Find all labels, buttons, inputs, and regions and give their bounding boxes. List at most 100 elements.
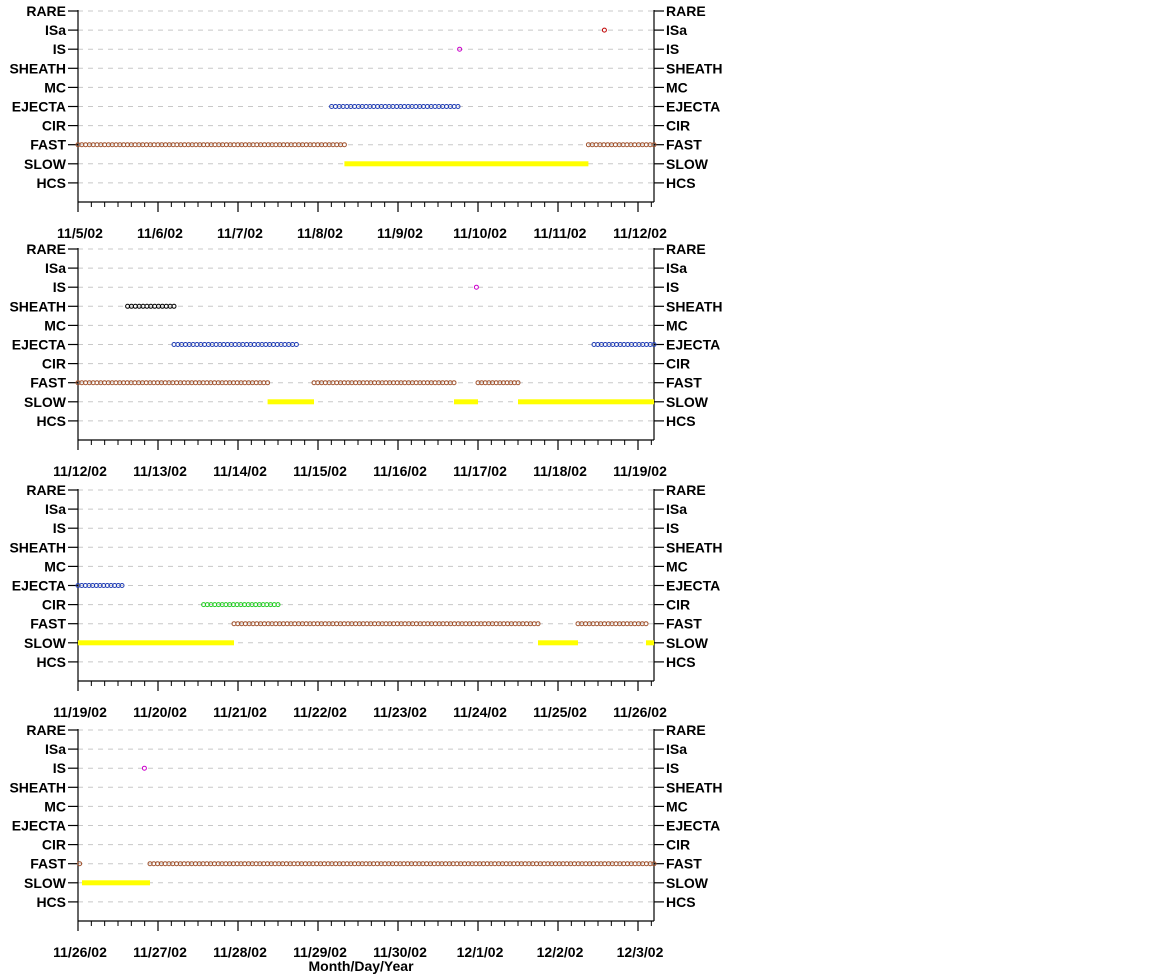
- y-tick-label-right: SHEATH: [666, 298, 723, 314]
- panel-4: RARE RARE ISa ISa IS IS SHEATH SHEATH MC MC EJECTA…: [9, 722, 722, 960]
- series-slow-bar: [518, 399, 654, 405]
- y-tick-label-right: CIR: [666, 597, 690, 613]
- series-fast-point: [651, 861, 657, 867]
- y-tick-label-right: HCS: [666, 894, 696, 910]
- y-tick-label-right: HCS: [666, 413, 696, 429]
- y-tick-label-right: FAST: [666, 616, 702, 632]
- series-cir-point: [275, 602, 281, 608]
- y-tick-label-right: SLOW: [666, 394, 709, 410]
- x-tick-label: 12/2/02: [537, 944, 584, 960]
- y-tick-label-right: SLOW: [666, 875, 709, 891]
- x-tick-label: 11/22/02: [293, 704, 347, 720]
- y-tick-label-left: SHEATH: [9, 779, 66, 795]
- series-ejecta-point: [651, 342, 657, 347]
- y-tick-label-left: EJECTA: [12, 337, 66, 353]
- x-tick-label: 11/16/02: [373, 463, 427, 479]
- y-tick-label-left: SLOW: [24, 394, 67, 410]
- y-tick-label-left: HCS: [36, 654, 66, 670]
- y-tick-label-right: FAST: [666, 137, 702, 153]
- x-tick-label: 11/7/02: [217, 225, 263, 241]
- y-tick-label-left: RARE: [26, 722, 66, 738]
- y-tick-label-left: EJECTA: [12, 99, 66, 115]
- x-tick-label: 11/24/02: [453, 704, 507, 720]
- x-tick-label: 11/20/02: [133, 704, 187, 720]
- y-tick-label-right: HCS: [666, 654, 696, 670]
- y-tick-label-left: HCS: [36, 175, 66, 191]
- series-fast-point: [451, 380, 457, 386]
- y-tick-label-right: MC: [666, 317, 688, 333]
- y-tick-label-right: EJECTA: [666, 818, 720, 834]
- series-fast-point: [341, 142, 347, 148]
- y-tick-label-right: RARE: [666, 3, 706, 19]
- y-tick-label-left: MC: [44, 558, 66, 574]
- y-tick-label-left: IS: [53, 520, 66, 536]
- x-tick-label: 11/27/02: [133, 944, 187, 960]
- panel-2: RARE RARE ISa ISa IS IS SHEATH SHEATH MC MC EJECTA…: [9, 241, 722, 479]
- x-tick-label: 11/10/02: [453, 225, 507, 241]
- y-tick-label-left: RARE: [26, 241, 66, 257]
- x-tick-label: 11/29/02: [293, 944, 347, 960]
- series-is-point: [141, 765, 147, 771]
- x-tick-label: 11/21/02: [213, 704, 267, 720]
- series-fast-point: [651, 142, 657, 148]
- y-tick-label-left: ISa: [45, 741, 66, 757]
- y-tick-label-left: IS: [53, 760, 66, 776]
- y-tick-label-right: IS: [666, 520, 679, 536]
- series-fast-point: [77, 861, 83, 867]
- series-sheath-point: [171, 303, 177, 309]
- y-tick-label-right: ISa: [666, 22, 687, 38]
- y-tick-label-left: MC: [44, 79, 66, 95]
- x-tick-label: 11/9/02: [377, 225, 423, 241]
- y-tick-label-right: SHEATH: [666, 60, 723, 76]
- x-tick-label: 11/26/02: [613, 704, 667, 720]
- x-tick-label: 11/19/02: [613, 463, 667, 479]
- y-tick-label-left: EJECTA: [12, 578, 66, 594]
- y-tick-label-left: SHEATH: [9, 298, 66, 314]
- y-tick-label-right: SHEATH: [666, 539, 723, 555]
- y-tick-label-left: FAST: [30, 856, 66, 872]
- y-tick-label-left: MC: [44, 317, 66, 333]
- y-tick-label-right: RARE: [666, 722, 706, 738]
- x-tick-label: 12/1/02: [457, 944, 504, 960]
- series-slow-bar: [267, 399, 314, 405]
- y-tick-label-right: EJECTA: [666, 99, 720, 115]
- x-tick-label: 11/11/02: [534, 225, 587, 241]
- series-slow-bar: [344, 161, 589, 167]
- y-tick-label-right: ISa: [666, 260, 687, 276]
- x-tick-label: 11/26/02: [53, 944, 107, 960]
- series-ejecta-point: [119, 583, 125, 588]
- y-tick-label-right: CIR: [666, 837, 690, 853]
- y-tick-label-left: SHEATH: [9, 539, 66, 555]
- y-tick-label-left: CIR: [42, 356, 66, 372]
- x-tick-label: 12/3/02: [617, 944, 664, 960]
- x-tick-label: 11/19/02: [53, 704, 107, 720]
- panel-1: RARE RARE ISa ISa IS IS SHEATH SHEATH MC MC EJECTA…: [9, 3, 722, 241]
- series-fast-point: [535, 621, 541, 627]
- y-tick-label-left: SLOW: [24, 875, 67, 891]
- x-tick-label: 11/18/02: [533, 463, 587, 479]
- y-tick-label-right: FAST: [666, 856, 702, 872]
- y-tick-label-right: MC: [666, 558, 688, 574]
- y-tick-label-right: EJECTA: [666, 578, 720, 594]
- x-tick-label: 11/8/02: [297, 225, 343, 241]
- x-tick-label: 11/17/02: [453, 463, 507, 479]
- x-axis-label: Month/Day/Year: [308, 958, 414, 974]
- y-tick-label-left: EJECTA: [12, 818, 66, 834]
- y-tick-label-left: HCS: [36, 413, 66, 429]
- series-slow-bar: [78, 640, 234, 646]
- y-tick-label-right: CIR: [666, 118, 690, 134]
- y-tick-label-right: RARE: [666, 482, 706, 498]
- y-tick-label-left: CIR: [42, 597, 66, 613]
- y-tick-label-left: FAST: [30, 375, 66, 391]
- x-tick-label: 11/12/02: [53, 463, 107, 479]
- x-tick-label: 11/13/02: [133, 463, 187, 479]
- series-ejecta-point: [455, 104, 461, 109]
- y-tick-label-right: IS: [666, 41, 679, 57]
- y-tick-label-right: MC: [666, 798, 688, 814]
- y-tick-label-right: EJECTA: [666, 337, 720, 353]
- y-tick-label-left: MC: [44, 798, 66, 814]
- y-tick-label-left: CIR: [42, 118, 66, 134]
- series-fast-point: [515, 380, 521, 386]
- y-tick-label-left: RARE: [26, 3, 66, 19]
